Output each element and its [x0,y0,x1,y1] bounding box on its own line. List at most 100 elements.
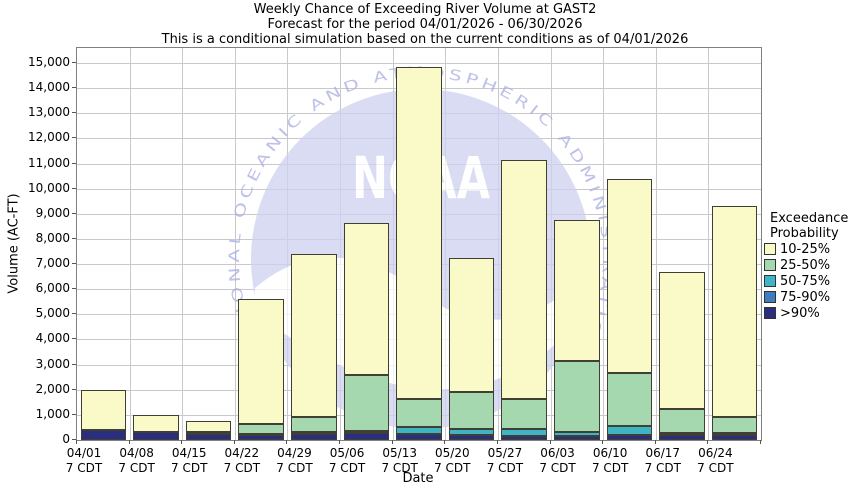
bar-segment->90% [501,435,548,440]
bar-segment->90% [80,430,127,440]
bar-segment-25-50% [343,374,390,431]
gridline [708,48,710,440]
bar-06/10 [606,178,653,440]
x-tick-time: 7 CDT [644,461,681,475]
bar-segment-10-25% [711,206,758,417]
gridline [182,48,184,440]
x-tick-time: 7 CDT [381,461,418,475]
bar-05/27 [501,159,548,440]
x-tick-mark [233,440,235,444]
bar-06/17 [659,271,705,440]
x-tick-label: 05/13 7 CDT [368,446,432,476]
bar-segment-50-75% [554,431,600,437]
bar-segment->90% [343,432,390,440]
y-tick-label: 2,000 [35,381,70,396]
x-tick-label: 05/06 7 CDT [315,446,379,476]
legend-label: 10-25% [780,241,831,257]
bar-04/08 [133,414,179,440]
bar-segment-50-75% [501,429,548,436]
bar-segment->90% [396,433,442,440]
gridline [603,48,605,440]
bar-segment->90% [606,434,653,440]
y-tick-label: 6,000 [35,281,70,296]
x-tick-mark [549,440,551,444]
x-tick-date: 06/17 [645,446,681,460]
x-tick-time: 7 CDT [539,461,576,475]
bar-segment-50-75% [290,431,337,434]
x-tick-mark [760,440,761,444]
x-tick-mark [707,440,709,444]
x-tick-label: 06/17 7 CDT [631,446,695,476]
chart-note: This is a conditional simulation based o… [161,32,689,47]
bar-segment->90% [554,436,600,440]
y-tick-mark [72,212,76,214]
x-tick-mark [391,440,393,444]
x-tick-date: 05/20 [435,446,470,460]
gridline [655,48,657,440]
bar-05/13 [396,66,442,440]
legend-item: 50-75% [764,273,850,289]
y-tick-mark [72,288,76,290]
legend-item: 75-90% [764,289,850,305]
x-tick-label: 06/10 7 CDT [578,446,642,476]
x-tick-mark [128,440,130,444]
bar-segment-25-50% [396,398,442,427]
gridline [392,48,394,440]
bar-segment-25-50% [554,360,600,432]
bar-segment-10-25% [238,299,284,424]
plot-area: NOAA NATIONAL OCEANIC AND ATMOSPHERIC AD… [76,47,762,441]
x-tick-mark [496,440,498,444]
y-tick-mark [72,313,76,315]
legend-label: 75-90% [780,289,831,305]
gridline [497,48,499,440]
gridline [445,48,447,440]
gridline [340,48,342,440]
x-tick-date: 04/08 [119,446,154,460]
bar-segment-10-25% [185,421,232,432]
bar-06/24 [711,206,758,440]
bar-segment-10-25% [659,271,705,410]
legend-swatch-icon [764,275,776,287]
legend: Exceedance Probability 10-25% 25-50% 50-75… [764,211,850,321]
x-tick-time: 7 CDT [591,461,629,475]
y-tick-label: 14,000 [28,80,70,95]
y-tick-mark [72,413,76,415]
y-tick-mark [72,87,76,89]
bar-segment-25-50% [185,431,232,434]
y-tick-mark [72,263,76,265]
x-tick-label: 06/24 7 CDT [683,446,747,476]
gridline [77,63,761,65]
bar-segment-50-75% [396,426,442,434]
legend-label: 25-50% [780,257,831,273]
bar-segment-25-50% [501,398,548,430]
y-tick-label: 7,000 [35,256,70,271]
x-tick-mark [444,440,446,444]
legend-title-line2: Probability [770,226,839,241]
y-tick-mark [72,187,76,189]
legend-label: >90% [780,305,820,321]
x-tick-time: 7 CDT [276,461,313,475]
chart-subtitle: Forecast for the period 04/01/2026 - 06/… [267,17,583,32]
bar-segment-25-50% [238,423,284,435]
x-tick-label: 04/08 7 CDT [105,446,169,476]
gridline [234,48,236,440]
x-tick-mark [76,440,77,444]
bar-segment-10-25% [343,222,390,375]
x-tick-time: 7 CDT [328,461,366,475]
bar-segment-25-50% [606,373,653,427]
bar-segment->90% [659,435,705,440]
y-tick-mark [72,338,76,340]
bar-04/29 [290,254,337,440]
bar-05/20 [448,257,495,440]
y-tick-label: 15,000 [28,55,70,70]
bar-segment-50-75% [711,432,758,435]
x-tick-date: 04/15 [171,446,207,460]
x-tick-mark [654,440,656,444]
bar-segment-10-25% [501,159,548,399]
gridline [287,48,289,440]
legend-swatch-icon [764,291,776,303]
chart-title: Weekly Chance of Exceeding River Volume … [253,2,597,17]
bar-segment-25-50% [659,409,705,434]
x-tick-label: 04/29 7 CDT [262,446,326,476]
